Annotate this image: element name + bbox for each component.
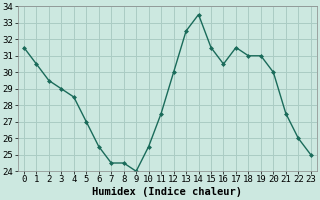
X-axis label: Humidex (Indice chaleur): Humidex (Indice chaleur): [92, 187, 242, 197]
